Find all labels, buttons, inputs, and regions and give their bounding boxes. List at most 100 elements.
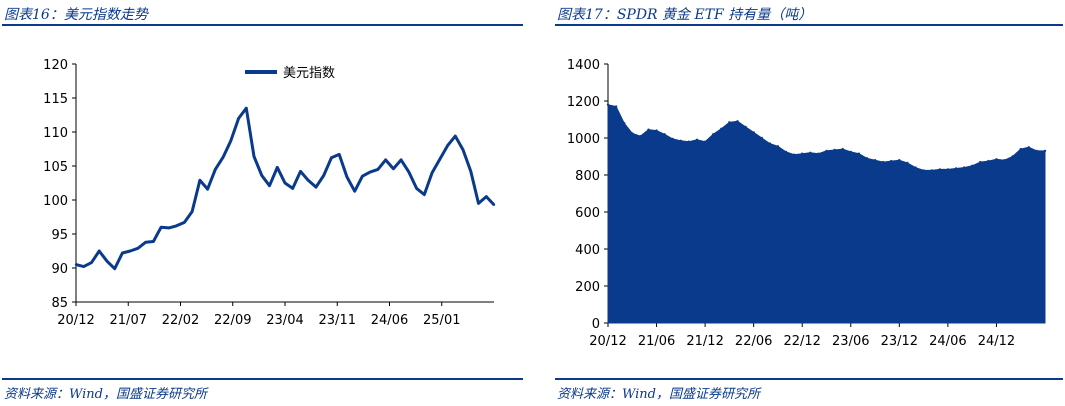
x-tick-label: 23/06 <box>832 334 869 349</box>
data-point <box>314 185 318 189</box>
data-point <box>136 247 140 250</box>
data-point <box>237 117 240 120</box>
usd-index-chart: 85 90 95 100 105 110 115 120 20/12 21/07 22/02 22/0… <box>43 58 496 328</box>
right-chart-panel: 图表17：SPDR 黄金 ETF 持有量（吨） 0 200 400 600 800 100… <box>553 0 1065 406</box>
data-point <box>454 134 457 138</box>
data-point <box>423 193 426 196</box>
y-tick-label: 105 <box>43 160 68 175</box>
data-point <box>144 241 147 244</box>
x-tick-label: 21/07 <box>110 313 147 328</box>
data-point <box>283 181 287 185</box>
data-point <box>614 105 618 108</box>
data-point <box>606 103 610 106</box>
y-tick-label: 100 <box>43 194 68 209</box>
data-point <box>890 159 893 163</box>
data-point <box>776 145 780 148</box>
left-chart-panel: 图表16：美元指数走势 85 90 95 100 105 110 115 120 20/12 21… <box>0 0 525 406</box>
data-point <box>299 170 302 173</box>
data-point <box>987 159 990 163</box>
data-point <box>801 152 804 155</box>
data-point <box>353 190 356 193</box>
data-point <box>198 179 202 182</box>
data-point <box>492 203 496 206</box>
data-point <box>695 138 699 141</box>
data-point <box>784 150 788 154</box>
data-point <box>946 168 950 171</box>
data-point <box>430 171 434 174</box>
data-point <box>631 132 634 135</box>
data-point <box>898 159 901 162</box>
data-point <box>809 151 812 154</box>
right-title-rule <box>555 24 1063 26</box>
data-point <box>703 140 707 143</box>
y-tick-label: 1400 <box>567 58 600 73</box>
data-point <box>190 210 194 213</box>
data-point <box>930 169 933 172</box>
x-tick-label: 23/04 <box>266 313 303 328</box>
data-point <box>914 166 917 169</box>
y-tick-label: 110 <box>43 126 68 141</box>
data-point <box>712 133 715 136</box>
data-point <box>962 166 966 169</box>
data-point <box>113 267 116 270</box>
data-point <box>687 140 691 143</box>
data-point <box>361 175 364 178</box>
data-point <box>221 156 225 159</box>
data-point <box>105 260 109 263</box>
data-point <box>322 174 325 177</box>
x-tick-label: 21/12 <box>686 334 723 349</box>
data-point <box>376 168 380 171</box>
right-chart-title: 图表17：SPDR 黄金 ETF 持有量（吨） <box>557 7 813 23</box>
data-point <box>392 167 395 170</box>
data-point <box>639 135 642 138</box>
data-point <box>159 226 163 229</box>
y-tick-label: 200 <box>575 280 600 295</box>
data-point <box>407 170 411 174</box>
data-point <box>971 164 974 167</box>
x-tick-label: 23/12 <box>881 334 918 349</box>
data-point <box>338 153 341 156</box>
data-point <box>881 160 885 164</box>
data-point <box>744 125 747 129</box>
data-point <box>260 174 263 177</box>
data-point <box>1003 159 1006 162</box>
data-point <box>245 107 248 110</box>
data-point <box>345 175 349 179</box>
right-source-text: 资料来源：Wind，国盛证券研究所 <box>557 387 760 402</box>
data-point <box>98 249 101 253</box>
data-point <box>865 157 869 160</box>
data-point <box>129 249 132 253</box>
left-chart-title: 图表16：美元指数走势 <box>4 7 148 23</box>
data-point <box>175 224 178 227</box>
data-point <box>922 169 925 172</box>
data-point <box>206 187 209 191</box>
data-point <box>833 148 836 152</box>
data-point <box>90 261 93 264</box>
y-tick-label: 115 <box>43 92 68 107</box>
data-point <box>214 168 217 171</box>
data-point <box>728 121 731 124</box>
data-point <box>671 137 674 141</box>
x-tick-label: 24/12 <box>978 334 1015 349</box>
x-tick-label: 20/12 <box>57 313 94 328</box>
data-point <box>229 139 232 142</box>
y-tick-label: 120 <box>43 58 68 73</box>
y-tick-label: 400 <box>575 243 600 258</box>
usd-index-line <box>75 106 496 271</box>
data-point <box>906 161 909 165</box>
data-point <box>152 240 155 243</box>
y-tick-label: 800 <box>575 169 600 184</box>
data-point <box>82 265 85 268</box>
gold-holdings-area <box>607 104 1046 324</box>
data-point <box>477 202 480 205</box>
data-point <box>1019 147 1022 151</box>
data-point <box>1027 146 1030 149</box>
data-point <box>849 150 852 154</box>
y-tick-label: 95 <box>51 228 68 243</box>
y-tick-label: 0 <box>592 317 600 332</box>
x-tick-label: 24/06 <box>371 313 408 328</box>
data-point <box>760 136 763 140</box>
data-point <box>384 158 387 162</box>
data-point <box>938 168 941 171</box>
data-point <box>461 148 465 151</box>
